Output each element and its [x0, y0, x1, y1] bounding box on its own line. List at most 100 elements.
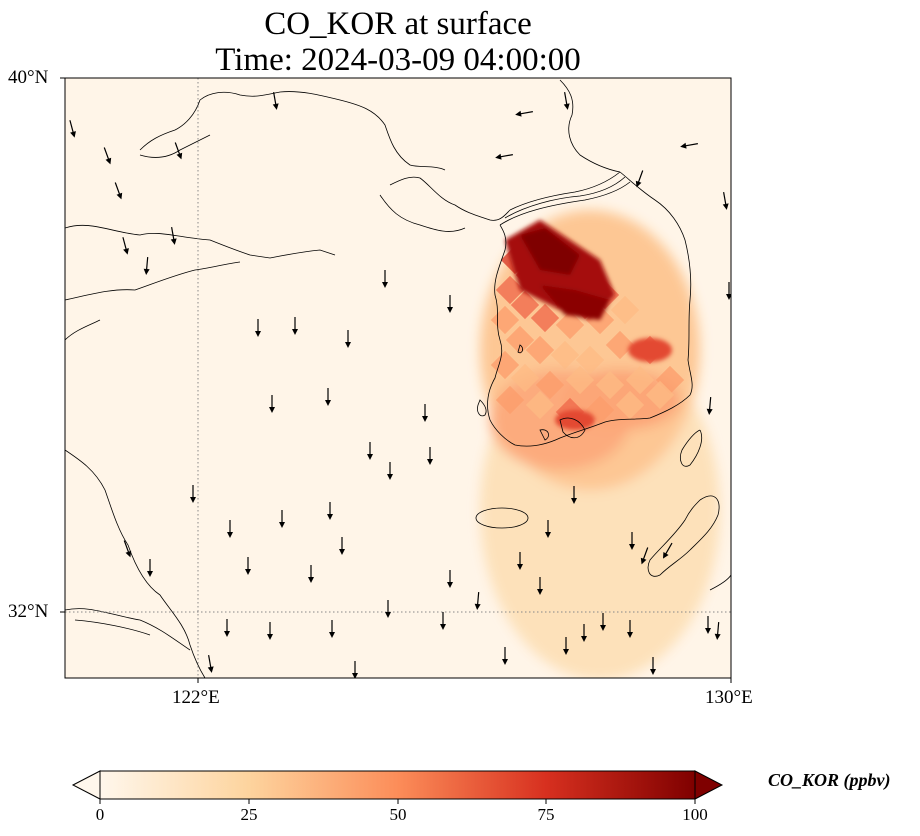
wind-arrow	[663, 542, 673, 559]
wind-arrow	[367, 442, 373, 460]
colorbar-tick-100: 100	[682, 805, 708, 824]
wind-arrow	[502, 647, 508, 665]
concentration-cell	[625, 365, 655, 395]
concentration-cell	[615, 390, 645, 420]
concentration-cell	[505, 325, 535, 355]
wind-arrow	[495, 153, 513, 160]
colorbar-gradient	[100, 771, 695, 799]
wind-arrow	[255, 319, 261, 337]
wind-arrow	[385, 600, 391, 618]
concentration-cell	[645, 380, 675, 410]
wind-arrow	[272, 92, 279, 110]
wind-arrow	[422, 404, 428, 422]
wind-arrow	[629, 532, 635, 550]
wind-arrow	[726, 282, 731, 300]
wind-arrow	[207, 655, 214, 673]
wind-arrow	[245, 557, 251, 575]
wind-arrow	[170, 227, 177, 245]
wind-arrow	[537, 577, 543, 595]
wind-arrow	[147, 559, 153, 577]
concentration-cell	[535, 370, 565, 400]
wind-arrow	[714, 621, 721, 640]
wind-arrow	[722, 192, 729, 210]
wind-arrow	[571, 486, 577, 504]
wind-arrow	[224, 619, 230, 637]
wind-vectors	[69, 92, 731, 678]
wind-arrow	[640, 547, 649, 565]
wind-arrow	[447, 295, 453, 313]
wind-arrow	[325, 388, 331, 406]
wind-arrow	[269, 395, 275, 413]
colorbar	[71, 770, 724, 804]
wind-arrow	[339, 537, 345, 555]
map-subtitle-time: Time: 2024-03-09 04:00:00	[215, 42, 581, 78]
wind-arrow	[680, 142, 698, 149]
map-title: CO_KOR at surface	[264, 6, 532, 42]
wind-arrow	[122, 237, 129, 255]
concentration-cell	[495, 385, 525, 415]
colorbar-tick-25: 25	[240, 805, 258, 824]
wind-arrow	[650, 657, 656, 675]
wind-arrow	[327, 502, 333, 520]
wind-arrow	[279, 510, 285, 528]
lon-label-130e: 130°E	[705, 687, 753, 708]
lon-label-122e: 122°E	[172, 687, 220, 708]
wind-arrow	[440, 612, 446, 630]
wind-arrow	[227, 520, 233, 538]
wind-arrow	[308, 565, 314, 583]
colorbar-tick-75: 75	[537, 805, 555, 824]
wind-arrow	[635, 170, 644, 188]
wind-arrow	[581, 624, 587, 642]
wind-arrow	[627, 620, 633, 638]
concentration-cell	[510, 363, 540, 393]
wind-arrow	[427, 447, 433, 465]
concentration-cell	[605, 330, 635, 360]
wind-arrow	[174, 142, 183, 160]
concentration-cell	[565, 365, 595, 395]
wind-arrow	[600, 613, 606, 631]
wind-arrow	[103, 147, 112, 165]
colorbar-title: CO_KOR (ppbv)	[768, 770, 891, 790]
wind-arrow	[545, 520, 551, 538]
wind-arrow	[329, 620, 335, 638]
concentration-cell	[550, 340, 580, 370]
wind-arrow	[114, 182, 123, 200]
wind-arrow	[474, 591, 481, 610]
concentration-cell	[495, 275, 525, 305]
wind-arrow	[382, 270, 388, 288]
wind-arrow	[563, 637, 569, 655]
colorbar-extend-min	[71, 770, 101, 800]
lat-label-40n: 40°N	[8, 67, 49, 88]
wind-arrow	[352, 661, 358, 678]
concentration-cell	[575, 345, 605, 375]
wind-arrow	[123, 540, 132, 558]
wind-arrow	[387, 462, 393, 480]
wind-arrow	[517, 552, 523, 570]
wind-arrow	[267, 622, 273, 640]
wind-arrow	[345, 330, 351, 348]
concentration-cell	[595, 370, 625, 400]
concentration-cell	[525, 335, 555, 365]
concentration-cell	[530, 303, 560, 333]
wind-arrow	[563, 92, 570, 110]
wind-arrow	[705, 616, 711, 634]
wind-arrow	[69, 120, 76, 138]
map-frame	[64, 77, 732, 679]
concentration-cell	[610, 295, 640, 325]
concentration-cell	[525, 390, 555, 420]
wind-arrow	[447, 570, 453, 588]
concentration-cell	[555, 310, 585, 340]
wind-arrow	[190, 485, 196, 503]
wind-arrow	[143, 256, 150, 275]
lat-label-32n: 32°N	[8, 601, 49, 622]
concentration-cell	[490, 350, 520, 380]
wind-arrow	[706, 396, 713, 415]
wind-arrow	[515, 110, 533, 117]
concentration-cell	[510, 290, 540, 320]
wind-arrow	[292, 317, 298, 335]
colorbar-extend-max	[694, 770, 724, 800]
colorbar-tick-50: 50	[389, 805, 407, 824]
colorbar-tick-0: 0	[95, 805, 105, 824]
coastlines	[65, 79, 731, 678]
